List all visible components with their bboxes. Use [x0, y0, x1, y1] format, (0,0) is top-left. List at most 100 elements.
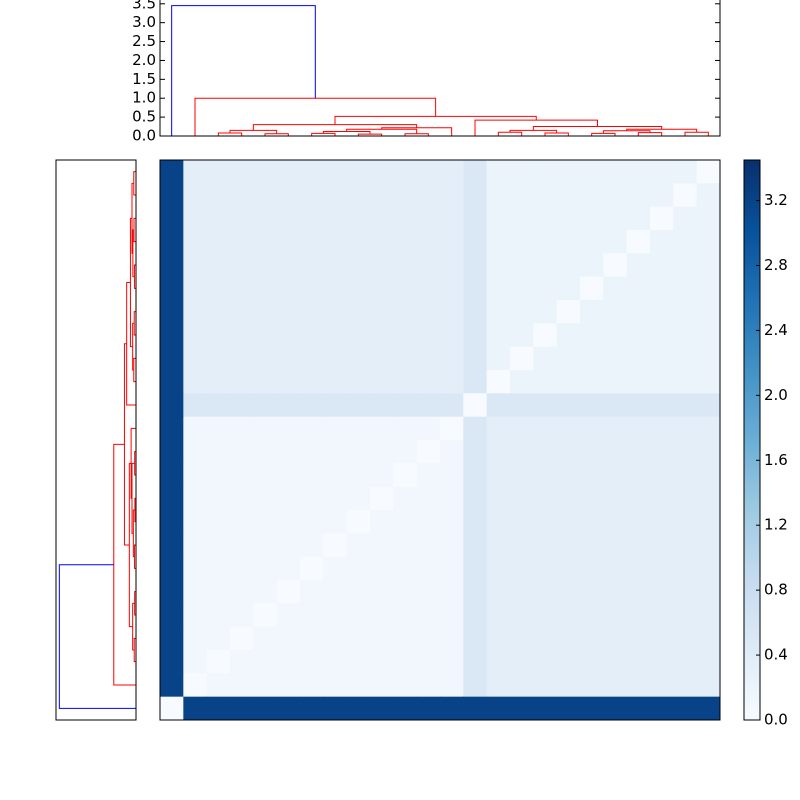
heatmap-cell [486, 533, 511, 558]
heatmap-cell [510, 533, 534, 558]
heatmap-cell [346, 486, 371, 511]
y-tick-label: 0.5 [132, 108, 156, 126]
heatmap-cell [580, 276, 604, 301]
heatmap-cell [556, 276, 581, 301]
heatmap-cell [673, 673, 698, 698]
heatmap-cell [206, 626, 231, 651]
heatmap-cell [650, 626, 674, 651]
heatmap-cell [206, 486, 231, 511]
heatmap-cell [626, 603, 651, 628]
heatmap-cell [300, 510, 324, 534]
heatmap-cell [370, 416, 394, 441]
heatmap-cell [603, 556, 628, 581]
heatmap-cell [323, 206, 348, 231]
heatmap-cell [300, 276, 324, 301]
heatmap-cell [626, 206, 651, 231]
heatmap-cell [393, 323, 418, 348]
heatmap-cell [253, 206, 278, 231]
heatmap-cell [416, 626, 441, 651]
heatmap-cell [603, 300, 628, 324]
heatmap-cell [603, 673, 628, 698]
heatmap-cell [416, 696, 441, 721]
heatmap-cell [393, 673, 418, 698]
heatmap-cell [463, 370, 488, 394]
heatmap-cell [253, 603, 278, 628]
heatmap-cell [533, 346, 558, 371]
heatmap-cell [486, 463, 511, 488]
heatmap-cell [346, 696, 371, 721]
heatmap-cell [533, 533, 558, 558]
heatmap-cell [346, 323, 371, 348]
heatmap-cell [253, 160, 278, 184]
heatmap-cell [463, 673, 488, 698]
heatmap-cell [533, 463, 558, 488]
heatmap-cell [533, 440, 558, 464]
heatmap-cell [276, 603, 301, 628]
heatmap-cell [463, 463, 488, 488]
heatmap-cell [673, 463, 698, 488]
heatmap-cell [183, 533, 208, 558]
heatmap-cell [510, 300, 534, 324]
heatmap-cell [230, 533, 254, 558]
heatmap-cell [416, 346, 441, 371]
heatmap-cell [696, 300, 721, 324]
heatmap-cell [183, 486, 208, 511]
heatmap-cell [276, 370, 301, 394]
heatmap-cell [253, 533, 278, 558]
heatmap-cell [160, 533, 184, 558]
heatmap-cell [673, 440, 698, 464]
heatmap-cell [603, 230, 628, 254]
heatmap-cell [253, 440, 278, 464]
heatmap-cell [206, 276, 231, 301]
heatmap-cell [510, 673, 534, 698]
heatmap-cell [580, 580, 604, 604]
heatmap-cell [300, 533, 324, 558]
heatmap-cell [603, 440, 628, 464]
heatmap-cell [370, 230, 394, 254]
heatmap-cell [626, 556, 651, 581]
heatmap-cell [440, 533, 464, 558]
heatmap-cell [533, 486, 558, 511]
heatmap-cell [323, 393, 348, 418]
heatmap-cell [696, 183, 721, 208]
heatmap-cell [160, 556, 184, 581]
heatmap-cell [346, 183, 371, 208]
heatmap-cell [276, 253, 301, 278]
heatmap-cell [253, 626, 278, 651]
heatmap-cell [276, 160, 301, 184]
heatmap-cell [650, 183, 674, 208]
heatmap-cell [346, 626, 371, 651]
heatmap-cell [650, 230, 674, 254]
heatmap-cell [486, 276, 511, 301]
heatmap-cell [393, 393, 418, 418]
heatmap-cell [696, 696, 721, 721]
heatmap-cell [440, 346, 464, 371]
heatmap-cell [230, 183, 254, 208]
heatmap-cell [206, 346, 231, 371]
heatmap-cell [486, 580, 511, 604]
heatmap-cell [556, 253, 581, 278]
heatmap-cell [183, 393, 208, 418]
heatmap-cell [673, 580, 698, 604]
heatmap-cell [626, 696, 651, 721]
heatmap-cell [323, 556, 348, 581]
heatmap-cell [206, 416, 231, 441]
y-tick-label: 3.5 [132, 0, 156, 12]
heatmap-cell [440, 580, 464, 604]
heatmap-cell [276, 556, 301, 581]
heatmap-cell [486, 626, 511, 651]
heatmap-cell [533, 556, 558, 581]
y-tick-label: 1.5 [132, 70, 156, 88]
heatmap-cell [486, 393, 511, 418]
heatmap-cell [510, 230, 534, 254]
colorbar-tick-label: 0.0 [764, 711, 788, 729]
heatmap-cell [650, 393, 674, 418]
heatmap-cell [486, 673, 511, 698]
heatmap-cell [323, 626, 348, 651]
heatmap-cell [183, 580, 208, 604]
heatmap-cell [533, 206, 558, 231]
dendrogram-link [684, 131, 709, 136]
heatmap-cell [393, 626, 418, 651]
heatmap-cell [556, 463, 581, 488]
heatmap-cell [323, 696, 348, 721]
